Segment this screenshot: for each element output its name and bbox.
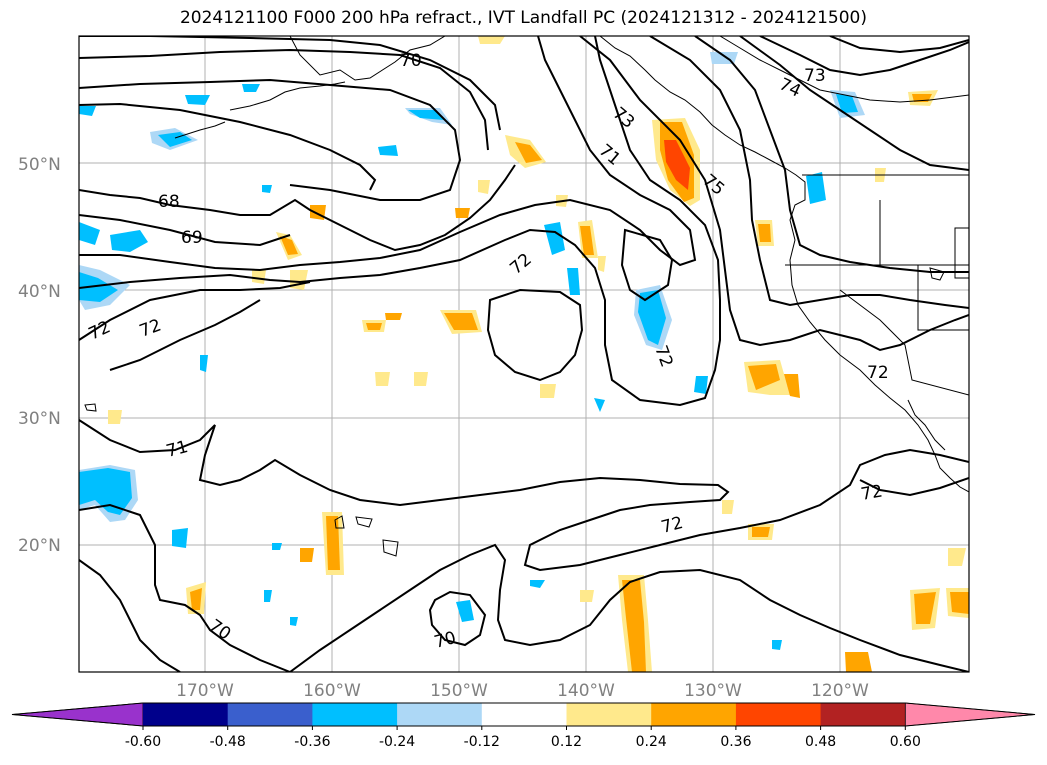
colorbar-segment	[312, 703, 398, 726]
colorbar-tick-label: 0.12	[551, 734, 582, 750]
contour-label-72-f: 72	[867, 363, 889, 383]
colorbar-tick-label: -0.12	[464, 734, 500, 750]
contour-label-70-c: 70	[400, 51, 422, 71]
colorbar-tick-label: 0.60	[890, 734, 921, 750]
colorbar-segment	[143, 703, 229, 726]
colorbar-segment	[735, 703, 822, 726]
colorbar-tick-label: -0.60	[125, 734, 161, 750]
colorbar-segment	[820, 703, 906, 726]
contour-label-72-g: 72	[859, 481, 884, 504]
lon-label-160w: 160°W	[303, 681, 361, 701]
colorbar-tick-label: -0.36	[294, 734, 330, 750]
lon-label-120w: 120°W	[811, 681, 869, 701]
latitude-labels: 50°N 40°N 30°N 20°N	[18, 155, 61, 556]
lon-label-130w: 130°W	[684, 681, 742, 701]
colorbar-tick-label: -0.24	[379, 734, 415, 750]
colorbar-tick-label: 0.24	[636, 734, 667, 750]
colorbar-tick-label: 0.36	[720, 734, 751, 750]
lon-label-150w: 150°W	[430, 681, 488, 701]
ivt-pc-shading	[79, 36, 969, 672]
lat-label-30n: 30°N	[18, 409, 61, 429]
colorbar-extend-low	[11, 702, 144, 727]
colorbar-segment	[566, 703, 652, 726]
refractivity-contours	[79, 36, 969, 672]
map-frame	[78, 35, 970, 673]
colorbar-tick-label: -0.48	[210, 734, 246, 750]
longitude-labels: 170°W 160°W 150°W 140°W 130°W 120°W	[176, 681, 869, 701]
colorbar-segment	[481, 703, 567, 726]
lon-label-140w: 140°W	[557, 681, 615, 701]
colorbar-extend-high	[904, 702, 1036, 727]
lat-label-50n: 50°N	[18, 155, 61, 175]
lon-label-170w: 170°W	[176, 681, 234, 701]
coastlines	[84, 36, 969, 557]
contour-label-73-b: 73	[804, 66, 826, 86]
lat-label-40n: 40°N	[18, 282, 61, 302]
map-panel	[79, 36, 969, 672]
contour-label-68: 68	[158, 192, 180, 212]
colorbar-tick-label: 0.48	[805, 734, 836, 750]
colorbar: -0.60 -0.48 -0.36 -0.24 -0.12 0.12 0.24 0.36 0.4…	[11, 702, 1036, 750]
map-title: 2024121100 F000 200 hPa refract., IVT La…	[179, 8, 867, 28]
colorbar-segment	[397, 703, 483, 726]
colorbar-segment	[227, 703, 313, 726]
lat-label-20n: 20°N	[18, 536, 61, 556]
contour-label-69: 69	[181, 228, 203, 248]
colorbar-segment	[651, 703, 737, 726]
